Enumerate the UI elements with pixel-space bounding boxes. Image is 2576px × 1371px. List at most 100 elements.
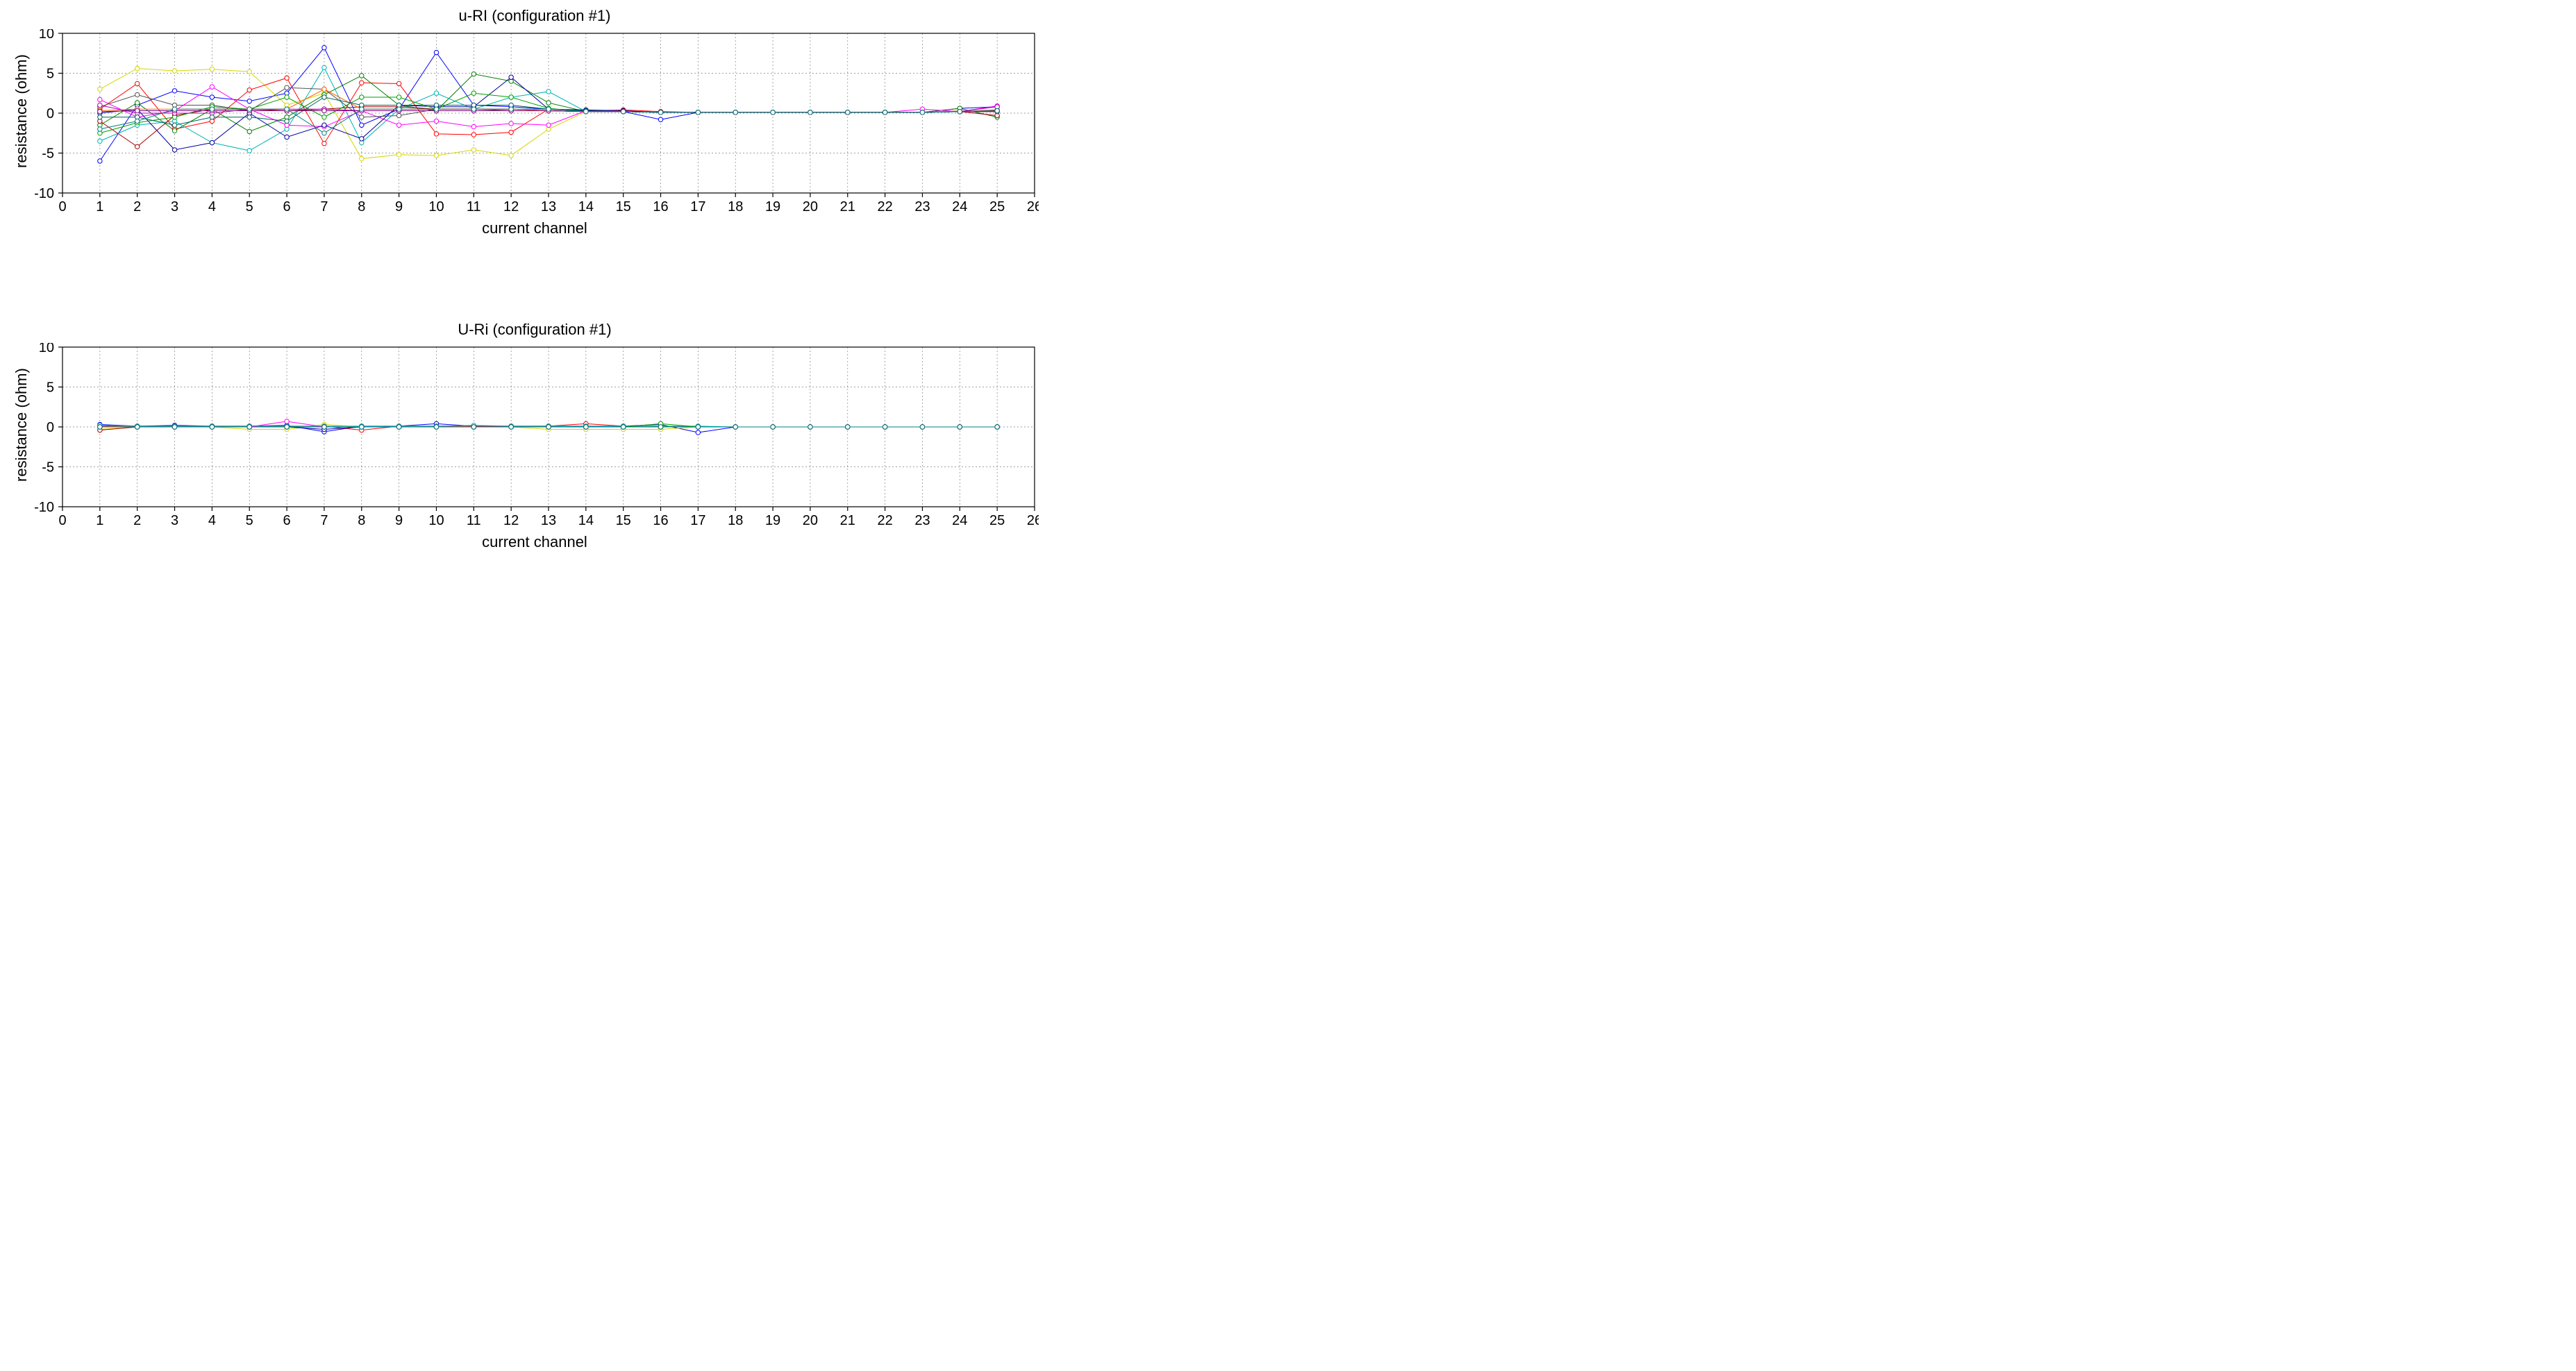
chart-bottom-ylabel: resistance (ohm) <box>12 368 31 482</box>
svg-text:4: 4 <box>208 199 216 215</box>
svg-text:18: 18 <box>728 513 743 528</box>
series-marker <box>434 107 438 111</box>
svg-text:8: 8 <box>358 199 365 215</box>
series-marker <box>322 115 326 119</box>
page: u-RI (configuration #1) resistance (ohm)… <box>0 0 1069 572</box>
series-marker <box>210 95 214 99</box>
series-marker <box>360 115 364 119</box>
series-marker <box>172 89 176 93</box>
series-marker <box>98 115 102 119</box>
svg-text:5: 5 <box>246 513 253 528</box>
svg-text:22: 22 <box>877 513 892 528</box>
series-marker <box>883 425 887 429</box>
chart-bottom-xlabel: current channel <box>14 533 1055 551</box>
series-marker <box>210 67 214 72</box>
series-marker <box>471 91 476 95</box>
series-marker <box>396 81 401 85</box>
series-marker <box>546 123 551 127</box>
series-marker <box>135 92 139 96</box>
series-marker <box>696 430 700 435</box>
svg-text:17: 17 <box>690 513 705 528</box>
series-marker <box>396 95 401 99</box>
svg-text:2: 2 <box>133 513 141 528</box>
svg-text:14: 14 <box>578 513 594 528</box>
series-marker <box>360 137 364 141</box>
chart-bottom-plot: 0123456789101112131415161718192021222324… <box>14 343 1055 530</box>
svg-text:16: 16 <box>653 199 668 215</box>
series-marker <box>621 110 625 114</box>
svg-text:22: 22 <box>877 199 892 215</box>
svg-text:0: 0 <box>58 199 66 215</box>
series-marker <box>509 121 513 126</box>
series-marker <box>210 115 214 119</box>
series-marker <box>995 108 999 112</box>
svg-text:3: 3 <box>171 199 178 215</box>
series-marker <box>135 108 139 112</box>
svg-text:-10: -10 <box>34 186 54 201</box>
svg-text:10: 10 <box>428 199 444 215</box>
series-marker <box>98 425 102 429</box>
series-marker <box>434 91 438 95</box>
svg-text:13: 13 <box>541 513 556 528</box>
series-marker <box>509 153 513 158</box>
series-marker <box>172 107 176 111</box>
svg-text:6: 6 <box>283 199 291 215</box>
svg-text:0: 0 <box>47 420 54 435</box>
svg-text:21: 21 <box>840 513 855 528</box>
series-marker <box>995 425 999 429</box>
series-marker <box>434 132 438 136</box>
series-marker <box>360 107 364 111</box>
series-marker <box>135 144 139 149</box>
series-marker <box>285 419 289 423</box>
series-marker <box>771 110 775 115</box>
series-marker <box>285 119 289 123</box>
svg-text:24: 24 <box>952 199 967 215</box>
series-marker <box>471 124 476 128</box>
svg-text:10: 10 <box>39 343 54 355</box>
series-marker <box>658 110 662 115</box>
series-marker <box>396 425 401 429</box>
svg-text:-5: -5 <box>42 146 54 162</box>
svg-text:24: 24 <box>952 513 967 528</box>
series-marker <box>396 123 401 127</box>
svg-text:18: 18 <box>728 199 743 215</box>
svg-text:5: 5 <box>47 67 54 82</box>
series-marker <box>247 107 251 111</box>
series-marker <box>247 115 251 119</box>
series-marker <box>247 99 251 103</box>
svg-text:1: 1 <box>96 199 103 215</box>
series-marker <box>360 425 364 429</box>
series-marker <box>98 110 102 114</box>
series-marker <box>733 425 737 429</box>
svg-text:23: 23 <box>914 199 930 215</box>
chart-bottom-title: U-Ri (configuration #1) <box>14 321 1055 339</box>
series-marker <box>98 97 102 101</box>
series-marker <box>920 110 924 115</box>
series-marker <box>135 101 139 105</box>
svg-text:8: 8 <box>358 513 365 528</box>
series-marker <box>135 119 139 123</box>
svg-text:15: 15 <box>616 513 631 528</box>
series-marker <box>172 128 176 133</box>
series-marker <box>247 87 251 92</box>
series-marker <box>434 153 438 158</box>
svg-text:21: 21 <box>840 199 855 215</box>
series-marker <box>509 130 513 134</box>
svg-text:25: 25 <box>989 513 1005 528</box>
series-marker <box>285 425 289 429</box>
series-marker <box>509 75 513 79</box>
svg-text:7: 7 <box>320 199 328 215</box>
svg-text:11: 11 <box>467 199 481 215</box>
series-marker <box>808 110 812 115</box>
series-marker <box>172 123 176 127</box>
series-marker <box>247 425 251 429</box>
svg-text:6: 6 <box>283 513 291 528</box>
chart-top-block: u-RI (configuration #1) resistance (ohm)… <box>14 7 1055 237</box>
series-marker <box>322 425 326 429</box>
series-marker <box>322 87 326 91</box>
series-marker <box>396 153 401 157</box>
series-marker <box>210 425 214 429</box>
series-marker <box>322 131 326 135</box>
series-marker <box>210 107 214 111</box>
series-marker <box>957 110 962 114</box>
